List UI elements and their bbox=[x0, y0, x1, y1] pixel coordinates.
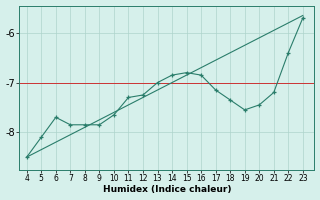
X-axis label: Humidex (Indice chaleur): Humidex (Indice chaleur) bbox=[103, 185, 231, 194]
